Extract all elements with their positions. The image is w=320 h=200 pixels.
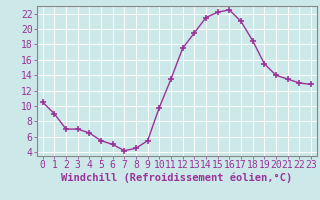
X-axis label: Windchill (Refroidissement éolien,°C): Windchill (Refroidissement éolien,°C): [61, 173, 292, 183]
